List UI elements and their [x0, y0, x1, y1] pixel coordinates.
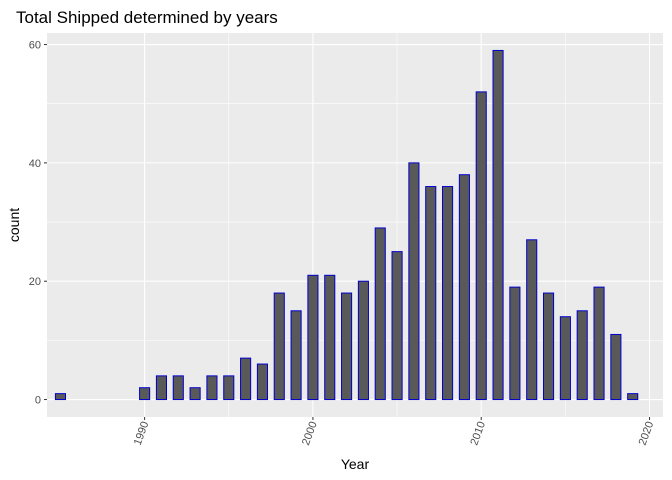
- x-axis-title: Year: [341, 456, 370, 472]
- bar-2015: [559, 316, 571, 401]
- bar-2016: [576, 310, 588, 401]
- bar-2002: [341, 292, 353, 401]
- bar-2006: [408, 162, 420, 401]
- bar-1999: [290, 310, 302, 401]
- bar-2013: [526, 239, 538, 401]
- bar-2009: [458, 174, 470, 401]
- bar-2010: [475, 91, 487, 401]
- bar-2003: [357, 280, 369, 401]
- bars: [54, 49, 639, 401]
- bar-2017: [593, 286, 605, 401]
- bar-2004: [374, 227, 386, 401]
- bar-2011: [492, 49, 504, 401]
- bar-1991: [155, 375, 167, 401]
- bar-2007: [425, 186, 437, 401]
- y-tick-label: 0: [35, 395, 41, 407]
- x-tick-label: 2020: [637, 420, 657, 447]
- x-tick-label: 2010: [468, 420, 488, 447]
- bar-2012: [509, 286, 521, 401]
- bar-1993: [189, 387, 201, 401]
- grid-minor: [47, 33, 663, 417]
- chart-title: Total Shipped determined by years: [16, 8, 278, 27]
- y-tick-label: 40: [29, 158, 41, 170]
- x-tick-label: 1990: [132, 420, 152, 447]
- bar-1992: [172, 375, 184, 401]
- y-tick-label: 20: [29, 276, 41, 288]
- x-axis: 1990 2000 2010 2020: [132, 417, 657, 447]
- bar-1985: [54, 393, 67, 401]
- bar-1990: [139, 387, 151, 401]
- bar-2001: [324, 274, 336, 401]
- bar-2008: [442, 186, 454, 401]
- x-tick-label: 2000: [300, 420, 320, 447]
- bar-1997: [256, 363, 268, 401]
- bar-2014: [543, 292, 555, 401]
- bar-2005: [391, 251, 403, 401]
- bar-2019: [627, 393, 639, 401]
- bar-1995: [223, 375, 235, 401]
- bar-1998: [273, 292, 285, 401]
- y-axis-title: count: [6, 208, 22, 242]
- bar-2000: [307, 274, 319, 401]
- y-tick-label: 60: [29, 40, 41, 52]
- y-axis: 0 20 40 60: [29, 40, 47, 407]
- bar-1994: [206, 375, 218, 401]
- bar-1996: [240, 357, 252, 401]
- bar-2018: [610, 333, 622, 401]
